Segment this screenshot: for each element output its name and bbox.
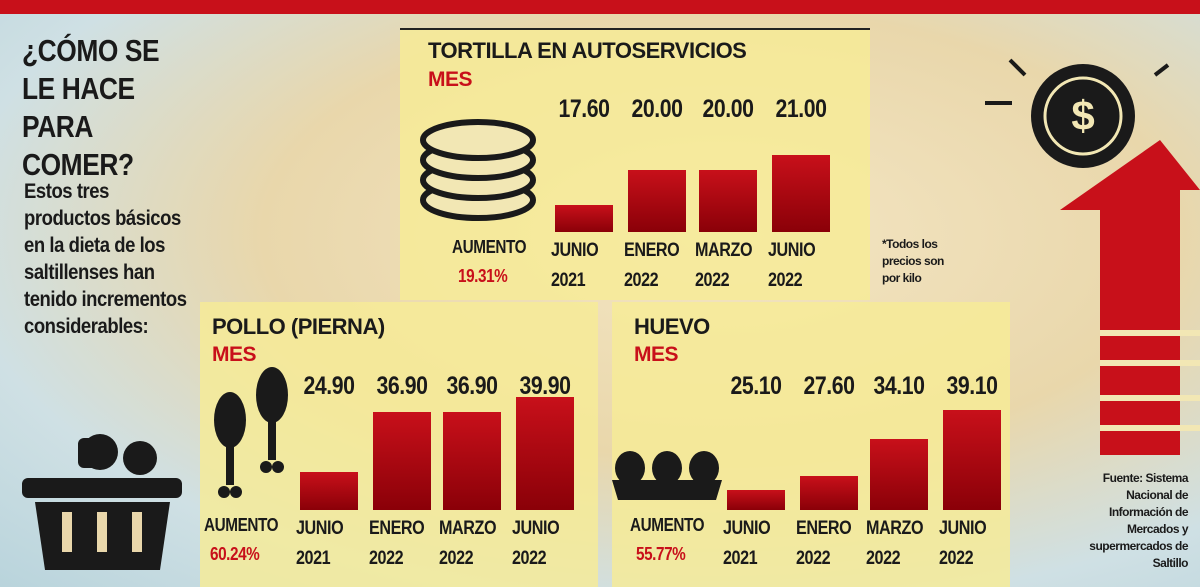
note: *Todos los precios son por kilo [882,237,944,285]
bar [870,438,928,510]
value-label: 25.10 [730,372,782,400]
tortilla-icon [420,119,536,221]
egg-icon [612,451,722,500]
bar [516,397,574,510]
bar [373,412,431,510]
chart-title: TORTILLA EN AUTOSERVICIOS [428,38,747,63]
svg-text:$: $ [1071,92,1094,139]
value-label: 39.90 [519,372,571,400]
value-label: 20.00 [702,95,754,123]
headline: ¿CÓMO SE LE HACE PARA COMER? [22,33,160,182]
body-text: Estos tres productos básicos en la dieta… [24,180,187,338]
basket-icon [22,434,182,570]
bar [628,169,686,232]
bar [772,155,830,232]
increase-label: AUMENTO [204,515,279,535]
chart-title: HUEVO [634,314,710,339]
source: Fuente: Sistema Nacional de Información … [1089,471,1188,570]
bar [443,412,501,510]
x-tick-label: JUNIO 2022 [939,518,987,569]
increase-value: 19.31% [458,266,508,286]
bar [800,475,858,510]
money-icon: $ [985,58,1200,455]
rule [400,28,870,30]
increase-label: AUMENTO [630,515,705,535]
x-tick-label: JUNIO 2022 [512,518,560,569]
x-tick-label: JUNIO 2022 [768,240,816,291]
x-tick-label: ENERO 2022 [369,518,425,569]
chicken-icon [214,367,288,498]
x-tick-label: MARZO 2022 [866,518,924,569]
value-label: 36.90 [446,372,498,400]
x-tick-label: ENERO 2022 [796,518,852,569]
bar [555,204,613,232]
increase-label: AUMENTO [452,237,527,257]
value-label: 24.90 [303,372,355,400]
x-tick-label: ENERO 2022 [624,240,680,291]
value-label: 17.60 [558,95,610,123]
x-tick-label: MARZO 2022 [439,518,497,569]
increase-value: 60.24% [210,544,260,564]
chart-subtitle: MES [212,343,257,366]
value-label: 27.60 [803,372,855,400]
chart-subtitle: MES [634,343,679,366]
x-tick-label: JUNIO 2021 [296,518,344,569]
x-tick-label: MARZO 2022 [695,240,753,291]
bar [943,410,1001,510]
chart-title: POLLO (PIERNA) [212,314,385,339]
bar [699,169,757,232]
value-label: 39.10 [946,372,998,400]
bar [300,472,358,510]
value-label: 20.00 [631,95,683,123]
increase-value: 55.77% [636,544,686,564]
value-label: 21.00 [775,95,827,123]
x-tick-label: JUNIO 2021 [551,240,599,291]
bar [727,490,785,510]
chart-subtitle: MES [428,68,473,91]
x-tick-label: JUNIO 2021 [723,518,771,569]
value-label: 36.90 [376,372,428,400]
top-band [0,0,1200,14]
value-label: 34.10 [873,372,925,400]
